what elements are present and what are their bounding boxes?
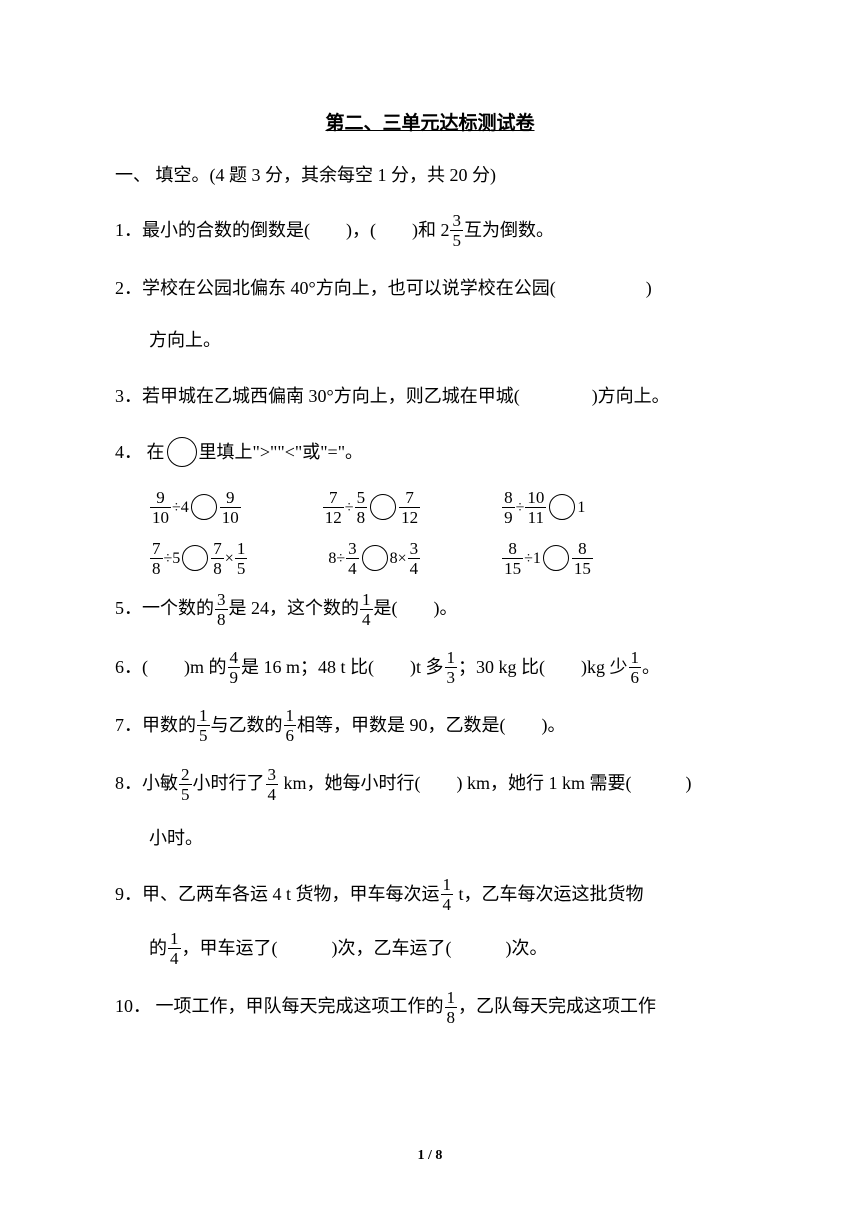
circle-icon [362, 545, 388, 571]
q4-row1: 910÷4910 712÷58712 89÷10111 [149, 490, 745, 527]
question-5: 5．一个数的38是 24，这个数的14是( )。 [115, 590, 745, 628]
section-heading: 一、 填空。(4 题 3 分，其余每空 1 分，共 20 分) [115, 161, 745, 190]
question-8: 8．小敏25小时行了34 km，她每小时行( ) km，她行 1 km 需要( … [115, 765, 745, 803]
circle-icon [191, 494, 217, 520]
q4-suffix: 里填上">""<"或"="。 [199, 442, 364, 462]
question-4: 4． 在 里填上">""<"或"="。 [115, 434, 745, 470]
q1-prefix: 1．最小的合数的倒数是( )，( )和 2 [115, 220, 449, 240]
question-2: 2．学校在公园北偏东 40°方向上，也可以说学校在公园( ) [115, 270, 745, 306]
q4-r1c3: 89÷10111 [501, 490, 585, 527]
question-2-cont: 方向上。 [115, 322, 745, 358]
q4-prefix: 4． 在 [115, 442, 165, 462]
q2-line1: 2．学校在公园北偏东 40°方向上，也可以说学校在公园( ) [115, 278, 652, 298]
question-9-cont: 的14，甲车运了( )次，乙车运了( )次。 [115, 930, 745, 968]
q4-r1c1: 910÷4910 [149, 490, 242, 527]
q4-r2c3: 815÷1815 [501, 541, 594, 578]
circle-icon [370, 494, 396, 520]
question-1: 1．最小的合数的倒数是( )，( )和 235互为倒数。 [115, 212, 745, 250]
page-number: 1 / 8 [0, 1148, 860, 1164]
question-10: 10． 一项工作，甲队每天完成这项工作的18，乙队每天完成这项工作 [115, 988, 745, 1026]
q4-r1c2: 712÷58712 [322, 490, 421, 527]
circle-icon [549, 494, 575, 520]
question-3: 3．若甲城在乙城西偏南 30°方向上，则乙城在甲城( )方向上。 [115, 378, 745, 414]
question-6: 6．( )m 的49是 16 m；48 t 比( )t 多13；30 kg 比(… [115, 649, 745, 687]
question-8-cont: 小时。 [115, 820, 745, 856]
q4-r2c2: 8÷348×34 [328, 541, 421, 578]
page-title: 第二、三单元达标测试卷 [115, 108, 745, 135]
circle-icon [167, 437, 197, 467]
circle-icon [182, 545, 208, 571]
question-7: 7．甲数的15与乙数的16相等，甲数是 90，乙数是( )。 [115, 707, 745, 745]
q1-frac: 35 [450, 212, 463, 249]
q4-row2: 78÷578×15 8÷348×34 815÷1815 [149, 541, 745, 578]
question-9: 9．甲、乙两车各运 4 t 货物，甲车每次运14 t，乙车每次运这批货物 [115, 876, 745, 914]
q4-r2c1: 78÷578×15 [149, 541, 248, 578]
circle-icon [543, 545, 569, 571]
q1-suffix: 互为倒数。 [464, 220, 554, 240]
